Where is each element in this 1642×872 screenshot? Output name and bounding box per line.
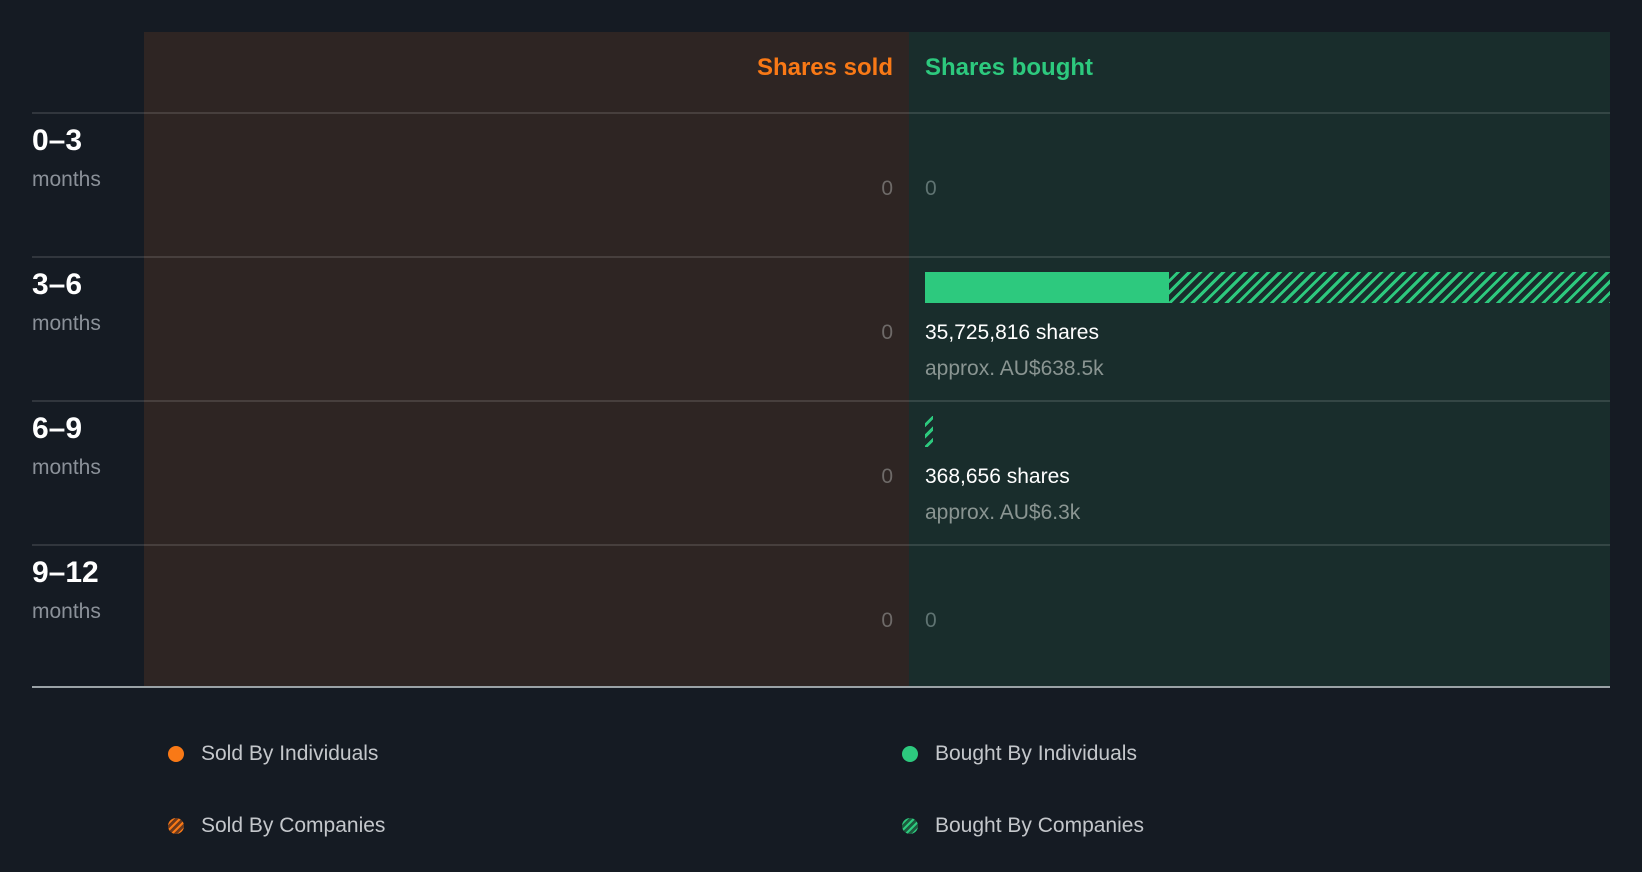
legend-label: Sold By Companies <box>201 814 386 837</box>
shares-sold-header: Shares sold <box>756 54 893 81</box>
row-range: 9–12 <box>32 556 99 589</box>
legend-sold-companies[interactable]: Sold By Companies <box>168 814 385 838</box>
legend-label: Bought By Companies <box>935 814 1144 837</box>
row-divider <box>32 112 1610 114</box>
row-unit: months <box>32 600 101 623</box>
x-axis-line <box>32 686 1610 688</box>
sold-value: 0 <box>881 321 893 344</box>
row-label-0-3: 0–3 months <box>32 124 101 192</box>
shares-sold-panel <box>144 32 909 687</box>
sold-value: 0 <box>881 609 893 632</box>
bought-shares: 368,656 shares <box>925 465 1070 488</box>
shares-bought-panel <box>909 32 1610 687</box>
sold-value: 0 <box>881 465 893 488</box>
row-label-9-12: 9–12 months <box>32 556 101 624</box>
legend-label: Sold By Individuals <box>201 742 379 765</box>
row-unit: months <box>32 312 101 335</box>
green-dot-icon <box>902 746 918 762</box>
row-range: 3–6 <box>32 268 83 301</box>
orange-dot-icon <box>168 746 184 762</box>
bought-approx-value: approx. AU$638.5k <box>925 357 1104 380</box>
legend-bought-individuals[interactable]: Bought By Individuals <box>902 742 1137 766</box>
row-label-3-6: 3–6 months <box>32 268 101 336</box>
bought-value: 0 <box>925 177 937 200</box>
bought-shares: 35,725,816 shares <box>925 321 1099 344</box>
bought-value: 0 <box>925 609 937 632</box>
bar-bought-individuals[interactable] <box>925 272 1169 303</box>
green-hatched-dot-icon <box>902 818 918 834</box>
legend-label: Bought By Individuals <box>935 742 1137 765</box>
row-divider <box>32 544 1610 546</box>
orange-hatched-dot-icon <box>168 818 184 834</box>
row-divider <box>32 400 1610 402</box>
row-range: 0–3 <box>32 124 83 157</box>
legend-sold-individuals[interactable]: Sold By Individuals <box>168 742 378 766</box>
sold-value: 0 <box>881 177 893 200</box>
row-range: 6–9 <box>32 412 83 445</box>
row-unit: months <box>32 456 101 479</box>
bar-bought-companies[interactable] <box>1169 272 1610 303</box>
row-divider <box>32 256 1610 258</box>
legend-bought-companies[interactable]: Bought By Companies <box>902 814 1144 838</box>
shares-bought-header: Shares bought <box>925 54 1094 81</box>
bought-approx-value: approx. AU$6.3k <box>925 501 1081 524</box>
row-unit: months <box>32 168 101 191</box>
row-label-6-9: 6–9 months <box>32 412 101 480</box>
bar-bought-companies[interactable] <box>925 416 933 447</box>
